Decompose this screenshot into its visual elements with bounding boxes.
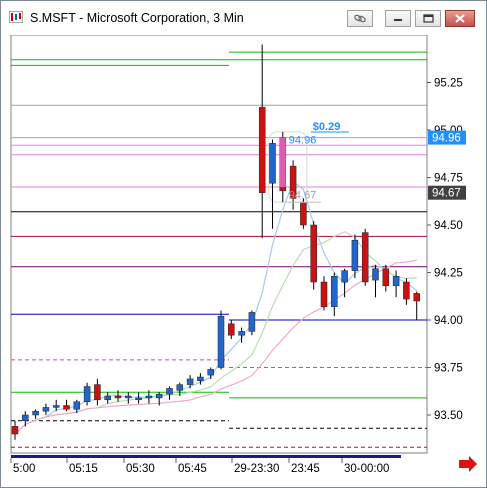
candle-body (351, 239, 359, 271)
candle-body (300, 201, 307, 226)
restore-button[interactable] (415, 10, 441, 27)
candle-body (248, 312, 256, 332)
candle-body (52, 405, 60, 408)
time-tick-label: 5:00 (13, 463, 35, 475)
price-tick-label: 94.50 (434, 220, 463, 232)
candle-body (320, 281, 328, 307)
price-tick-label: 95.25 (434, 78, 463, 90)
candle-body (361, 232, 369, 283)
candle-body (186, 378, 194, 385)
time-tick-label: 30-00:00 (344, 463, 389, 475)
minimize-button[interactable] (385, 10, 411, 27)
candle-body (228, 323, 235, 336)
time-tick-label: 23:45 (291, 463, 320, 475)
link-icon (354, 14, 366, 23)
candle-body (94, 384, 101, 401)
session-bar (11, 455, 401, 458)
price-tick-label: 93.75 (434, 363, 463, 375)
time-tick-label: 05:45 (178, 463, 207, 475)
candle-body (11, 426, 19, 435)
candle-body (392, 276, 400, 287)
restore-icon (423, 14, 434, 23)
moving-average-slow (14, 259, 417, 435)
price-axis (427, 35, 479, 453)
candle-body (413, 293, 420, 302)
candle-body (83, 386, 91, 402)
price-tick-label: 93.50 (434, 410, 463, 422)
candle-body (42, 407, 50, 412)
scroll-right-arrow-icon[interactable] (459, 456, 477, 472)
close-icon (455, 14, 465, 23)
candle-body (104, 395, 111, 401)
candle-body (310, 224, 317, 283)
time-tick-label: 29-23:30 (234, 463, 279, 475)
candle-body (382, 268, 390, 287)
link-button[interactable] (347, 10, 373, 27)
price-flag-label: 94.96 (432, 133, 461, 145)
price-tick-label: 94.00 (434, 315, 463, 327)
candle-body (166, 388, 173, 395)
price-change-label: $0.29 (313, 121, 341, 133)
candle-body (125, 395, 132, 399)
candle-body (73, 401, 81, 410)
window-title: S.MSFT - Microsoft Corporation, 3 Min (30, 11, 244, 25)
candlestick-chart[interactable]: $0.2994.9694.6795.2595.0094.7594.5094.25… (9, 34, 479, 479)
candle-body (155, 393, 163, 399)
candle-body (372, 268, 379, 281)
candle-body (114, 395, 122, 399)
candle-body (145, 395, 153, 399)
candle-body (197, 376, 204, 382)
candle-body (22, 414, 29, 421)
title-bar[interactable]: S.MSFT - Microsoft Corporation, 3 Min (1, 1, 486, 32)
candle-body (207, 369, 214, 376)
current-price-label: 94.67 (289, 189, 317, 201)
candle-body (135, 397, 142, 401)
close-button[interactable] (445, 10, 475, 27)
candle-body (258, 106, 266, 193)
moving-average-fast (14, 180, 418, 435)
candle-body (403, 281, 410, 300)
price-flag-label: 94.67 (432, 188, 461, 200)
candle-body (238, 331, 245, 336)
candle-body (331, 276, 338, 307)
candle-body (176, 384, 184, 391)
candle-body (32, 410, 39, 416)
price-flag (428, 130, 466, 145)
candle-body (63, 405, 70, 410)
chart-app-icon (9, 11, 23, 23)
selected-candle-marker (279, 137, 286, 187)
entry-price-label: 94.96 (289, 134, 317, 146)
candle-body (217, 315, 225, 368)
candle-body (269, 143, 276, 184)
minimize-icon (394, 19, 402, 21)
price-tick-label: 94.25 (434, 268, 463, 280)
price-flag (428, 185, 466, 200)
candle-body (341, 270, 348, 283)
time-tick-label: 05:15 (69, 463, 98, 475)
price-chart[interactable]: $0.2994.9694.6795.2595.0094.7594.5094.25… (9, 34, 479, 479)
price-tick-label: 94.75 (434, 173, 463, 185)
time-tick-label: 05:30 (126, 463, 155, 475)
candle-body (289, 165, 297, 199)
